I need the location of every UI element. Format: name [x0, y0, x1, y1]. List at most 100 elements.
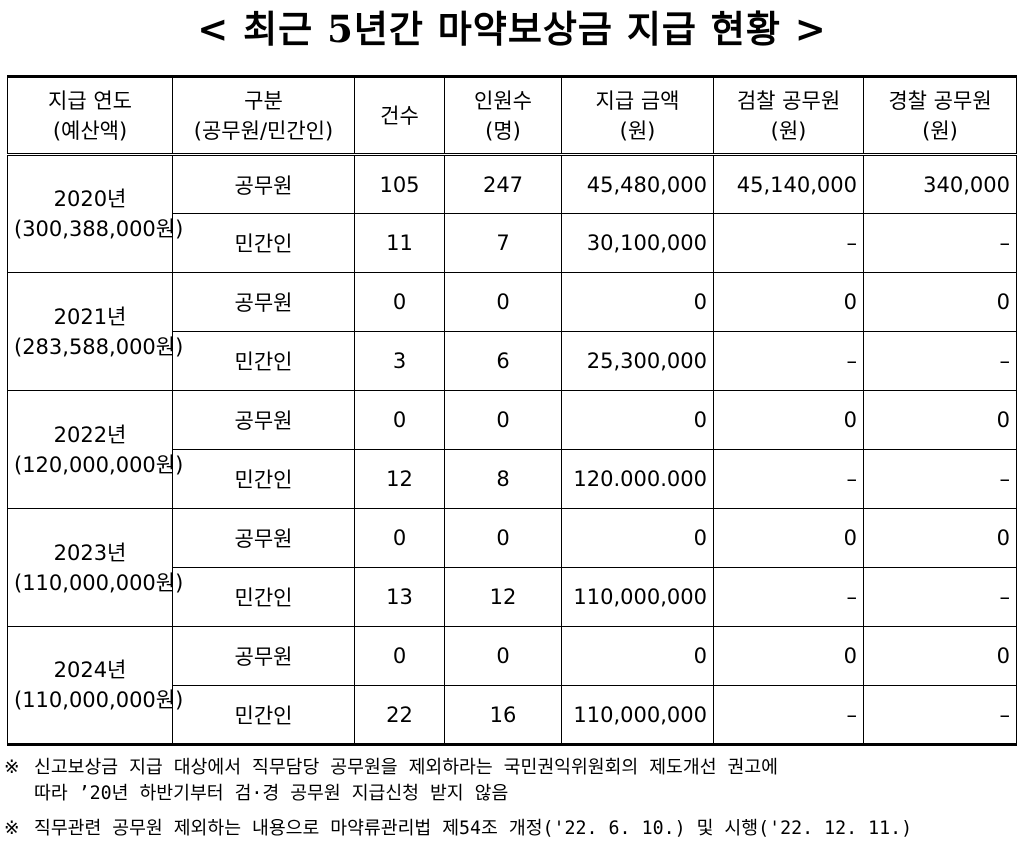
people-cell: 12	[444, 567, 562, 627]
police-cell: –	[863, 331, 1017, 391]
police-cell: –	[863, 449, 1017, 509]
prosecution-cell: –	[713, 567, 864, 627]
cases-cell: 12	[354, 449, 445, 509]
year-label: 2021년	[53, 304, 127, 329]
police-cell: 0	[863, 508, 1017, 568]
category-cell: 공무원	[172, 626, 355, 686]
people-cell: 7	[444, 213, 562, 273]
year-label: 2024년	[53, 658, 127, 682]
police-cell: 0	[863, 626, 1017, 686]
category-cell: 공무원	[172, 154, 355, 214]
category-cell: 민간인	[172, 449, 355, 509]
people-cell: 0	[444, 508, 562, 568]
table-row: 2023년 (110,000,000원) 공무원 0 0 0 0 0	[7, 508, 1017, 627]
table-row: 2022년 (120,000,000원) 공무원 0 0 0 0 0	[7, 390, 1017, 509]
table-row: 민간인 3 6 25,300,000– –	[8, 331, 1017, 391]
amount-cell: 0	[561, 508, 714, 568]
year-label: 2023년	[53, 540, 127, 565]
table-header-row: 지급 연도 (예산액) 구분 (공무원/민간인) 건수 인원수 (명) 지급 금액 (원…	[7, 76, 1017, 156]
prosecution-cell: 0	[713, 272, 864, 332]
cases-cell: 3	[354, 331, 445, 391]
people-cell: 16	[444, 685, 562, 745]
footnote: ※ 직무관련 공무원 제외하는 내용으로 마약류관리법 제54조 개정('22. …	[4, 814, 912, 840]
people-cell: 0	[444, 390, 562, 450]
year-cell: 2023년 (110,000,000원)	[7, 508, 184, 627]
prosecution-cell: –	[713, 685, 864, 745]
people-cell: 0	[444, 272, 562, 332]
amount-cell: 120.000.000	[561, 449, 714, 509]
table-row: 2024년 (110,000,000원) 공무원 0 0 0 0 0	[7, 626, 1017, 745]
category-cell: 민간인	[172, 213, 355, 273]
reward-table: 지급 연도 (예산액) 구분 (공무원/민간인) 건수 인원수 (명) 지급 금액 (원…	[7, 75, 1017, 746]
category-cell: 공무원	[172, 390, 355, 450]
header-type: 구분 (공무원/민간인)	[172, 76, 355, 156]
cases-cell: 105	[354, 154, 445, 214]
header-amount: 지급 금액 (원)	[561, 76, 714, 156]
table-row: 민간인 12 8 120.000.000– –	[8, 449, 1017, 509]
amount-cell: 0	[561, 626, 714, 686]
prosecution-cell: 0	[713, 390, 864, 450]
header-people: 인원수 (명)	[444, 76, 562, 156]
amount-cell: 30,100,000	[561, 213, 714, 273]
year-label: 2020년	[53, 187, 127, 211]
police-cell: –	[863, 567, 1017, 627]
police-cell: –	[863, 685, 1017, 745]
cases-cell: 22	[354, 685, 445, 745]
amount-cell: 0	[561, 390, 714, 450]
budget-label: (120,000,000원)	[14, 452, 184, 477]
table-row: 2021년 (283,588,000원) 공무원 0 0 0 0 0	[7, 272, 1017, 391]
table-row: 2020년 (300,388,000원) 공무원 105 247 45,480,000 45…	[7, 154, 1017, 273]
table-row: 민간인 22 16 110,000,000– –	[8, 685, 1017, 745]
year-cell: 2020년 (300,388,000원)	[7, 154, 184, 273]
prosecution-cell: 0	[713, 508, 864, 568]
budget-label: (110,000,000원)	[14, 688, 184, 712]
budget-label: (300,388,000원)	[14, 217, 184, 241]
prosecution-cell: 45,140,000	[713, 154, 864, 214]
cases-cell: 0	[354, 626, 445, 686]
category-cell: 공무원	[172, 272, 355, 332]
cases-cell: 0	[354, 272, 445, 332]
cases-cell: 13	[354, 567, 445, 627]
prosecution-cell: –	[713, 331, 864, 391]
category-cell: 민간인	[172, 331, 355, 391]
people-cell: 6	[444, 331, 562, 391]
year-cell: 2024년 (110,000,000원)	[7, 626, 184, 745]
budget-label: (283,588,000원)	[14, 334, 184, 359]
note-mark: ※	[4, 818, 20, 839]
header-year: 지급 연도 (예산액)	[7, 76, 173, 156]
amount-cell: 45,480,000	[561, 154, 714, 214]
police-cell: 340,000	[863, 154, 1017, 214]
budget-label: (110,000,000원)	[14, 570, 184, 595]
category-cell: 민간인	[172, 685, 355, 745]
note-text: 신고보상금 지급 대상에서 직무담당 공무원을 제외하라는 국민권익위원회의 제…	[34, 757, 778, 778]
cases-cell: 0	[354, 508, 445, 568]
category-cell: 공무원	[172, 508, 355, 568]
note-mark: ※	[4, 757, 20, 778]
prosecution-cell: –	[713, 449, 864, 509]
table-row: 민간인 13 12 110,000,000– –	[8, 567, 1017, 627]
header-police: 경찰 공무원 (원)	[863, 76, 1017, 156]
note-text: 직무관련 공무원 제외하는 내용으로 마약류관리법 제54조 개정('22. 6…	[34, 818, 913, 839]
note-text-continued: 따라 ’20년 하반기부터 검·경 공무원 지급신청 받지 않음	[34, 783, 509, 804]
prosecution-cell: 0	[713, 626, 864, 686]
year-cell: 2022년 (120,000,000원)	[7, 390, 184, 509]
year-label: 2022년	[53, 422, 127, 447]
police-cell: 0	[863, 272, 1017, 332]
header-prosecution: 검찰 공무원 (원)	[713, 76, 864, 156]
amount-cell: 0	[561, 272, 714, 332]
people-cell: 0	[444, 626, 562, 686]
table-row: 민간인 11 7 30,100,000– –	[8, 213, 1017, 273]
amount-cell: 110,000,000	[561, 685, 714, 745]
police-cell: –	[863, 213, 1017, 273]
header-cases: 건수	[354, 76, 445, 156]
footnote: ※ 신고보상금 지급 대상에서 직무담당 공무원을 제외하라는 국민권익위원회의 …	[4, 753, 778, 805]
people-cell: 8	[444, 449, 562, 509]
people-cell: 247	[444, 154, 562, 214]
amount-cell: 25,300,000	[561, 331, 714, 391]
category-cell: 민간인	[172, 567, 355, 627]
cases-cell: 11	[354, 213, 445, 273]
amount-cell: 110,000,000	[561, 567, 714, 627]
police-cell: 0	[863, 390, 1017, 450]
year-cell: 2021년 (283,588,000원)	[7, 272, 184, 391]
page-title: < 최근 5년간 마약보상금 지급 현황 >	[197, 7, 827, 51]
